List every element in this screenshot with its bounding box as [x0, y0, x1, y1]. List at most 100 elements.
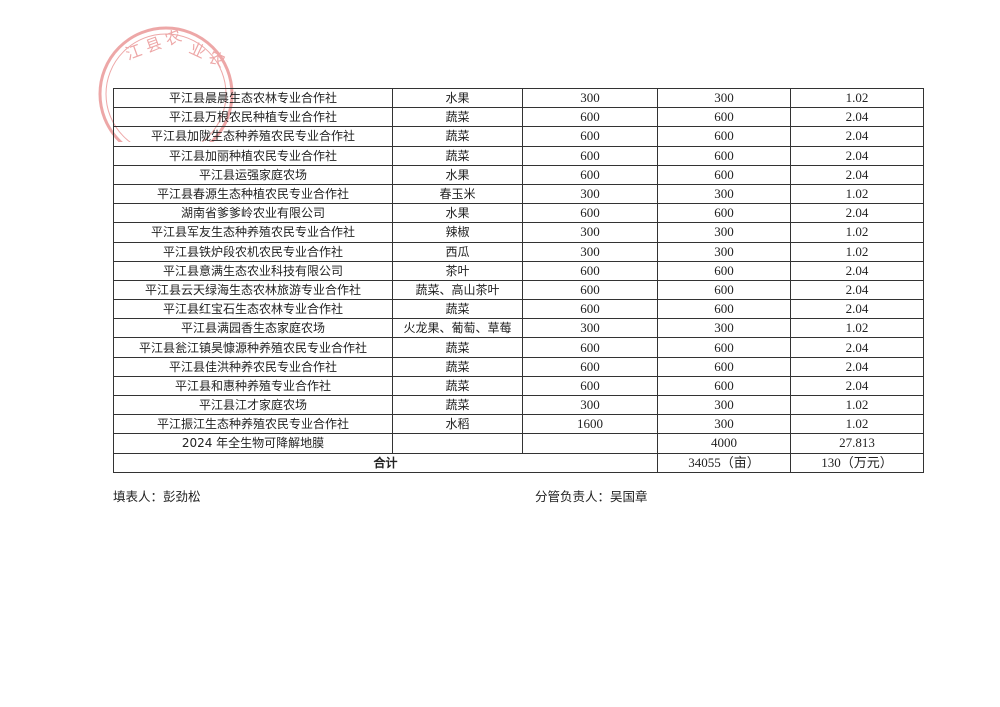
total-label: 合计 — [113, 452, 658, 473]
cooperative-name: 平江县春源生态种植农民专业合作社 — [113, 183, 393, 205]
area-approved: 300 — [657, 318, 791, 339]
svg-text:江 县 农: 江 县 农 — [123, 26, 184, 64]
crop: 茶叶 — [392, 260, 523, 281]
table-row: 平江县晨晨生态农林专业合作社 水果 300 300 1.02 — [113, 87, 924, 109]
area-approved: 4000 — [657, 433, 791, 454]
crop: 火龙果、葡萄、草莓 — [392, 318, 523, 339]
filler-label: 填表人：彭劲松 — [113, 489, 201, 504]
area-approved: 600 — [657, 279, 791, 301]
area-applied: 300 — [522, 394, 658, 416]
table-row: 湖南省爹爹岭农业有限公司 水果 600 600 2.04 — [113, 203, 924, 224]
table-row: 平江县意满生态农业科技有限公司 茶叶 600 600 2.04 — [113, 260, 924, 281]
table-row: 2024 年全生物可降解地膜 4000 27.813 — [113, 433, 924, 454]
area-applied: 600 — [522, 375, 658, 397]
subsidy-amount: 2.04 — [790, 375, 924, 397]
crop: 水果 — [392, 164, 523, 185]
area-applied — [522, 433, 658, 454]
subsidy-amount: 1.02 — [790, 414, 924, 435]
cooperative-name: 平江县加陇生态种养殖农民专业合作社 — [113, 126, 393, 147]
subsidy-amount: 2.04 — [790, 356, 924, 377]
table-row: 平江县万根农民种植专业合作社 蔬菜 600 600 2.04 — [113, 107, 924, 128]
area-approved: 600 — [657, 299, 791, 320]
crop: 辣椒 — [392, 222, 523, 243]
cooperative-name: 平江县晨晨生态农林专业合作社 — [113, 87, 393, 109]
area-applied: 600 — [522, 337, 658, 358]
crop: 西瓜 — [392, 241, 523, 262]
table-row: 平江县瓮江镇昊慷源种养殖农民专业合作社 蔬菜 600 600 2.04 — [113, 337, 924, 358]
cooperative-name: 平江县运强家庭农场 — [113, 164, 393, 185]
subsidy-amount: 1.02 — [790, 241, 924, 262]
cooperative-name: 平江县佳洪种养农民专业合作社 — [113, 356, 393, 377]
area-applied: 600 — [522, 260, 658, 281]
total-amount: 130（万元） — [790, 452, 924, 473]
area-approved: 600 — [657, 260, 791, 281]
crop: 春玉米 — [392, 183, 523, 205]
cooperative-name: 平江县红宝石生态农林专业合作社 — [113, 299, 393, 320]
area-approved: 600 — [657, 375, 791, 397]
area-applied: 600 — [522, 203, 658, 224]
area-applied: 600 — [522, 107, 658, 128]
area-applied: 600 — [522, 126, 658, 147]
total-row: 合计 34055（亩） 130（万元） — [113, 452, 924, 473]
area-applied: 300 — [522, 183, 658, 205]
svg-text:业 农: 业 农 — [186, 38, 228, 71]
table-row: 平江县军友生态种养殖农民专业合作社 辣椒 300 300 1.02 — [113, 222, 924, 243]
table-row: 平江县红宝石生态农林专业合作社 蔬菜 600 600 2.04 — [113, 299, 924, 320]
cooperative-name: 平江县万根农民种植专业合作社 — [113, 107, 393, 128]
subsidy-amount: 1.02 — [790, 222, 924, 243]
subsidy-amount: 2.04 — [790, 279, 924, 301]
supervisor-label: 分管负责人：吴国章 — [535, 489, 648, 504]
total-area: 34055（亩） — [657, 452, 791, 473]
subsidy-amount: 1.02 — [790, 183, 924, 205]
area-approved: 600 — [657, 337, 791, 358]
crop: 蔬菜 — [392, 126, 523, 147]
area-applied: 600 — [522, 299, 658, 320]
crop: 蔬菜、高山茶叶 — [392, 279, 523, 301]
cooperative-name: 平江县军友生态种养殖农民专业合作社 — [113, 222, 393, 243]
cooperative-name: 平江县意满生态农业科技有限公司 — [113, 260, 393, 281]
table-row: 平江县满园香生态家庭农场 火龙果、葡萄、草莓 300 300 1.02 — [113, 318, 924, 339]
area-approved: 600 — [657, 145, 791, 166]
subsidy-amount: 2.04 — [790, 260, 924, 281]
table-row: 平江县云天绿海生态农林旅游专业合作社 蔬菜、高山茶叶 600 600 2.04 — [113, 279, 924, 301]
area-applied: 600 — [522, 145, 658, 166]
crop: 水稻 — [392, 414, 523, 435]
subsidy-table: 平江县晨晨生态农林专业合作社 水果 300 300 1.02 平江县万根农民种植专业合作社… — [113, 87, 924, 473]
area-applied: 600 — [522, 279, 658, 301]
area-applied: 600 — [522, 356, 658, 377]
area-approved: 300 — [657, 183, 791, 205]
cooperative-name: 湖南省爹爹岭农业有限公司 — [113, 203, 393, 224]
table-row: 平江县运强家庭农场 水果 600 600 2.04 — [113, 164, 924, 185]
cooperative-name: 平江县云天绿海生态农林旅游专业合作社 — [113, 279, 393, 301]
area-approved: 300 — [657, 414, 791, 435]
table-row: 平江县和惠种养殖专业合作社 蔬菜 600 600 2.04 — [113, 375, 924, 397]
cooperative-name: 平江县江才家庭农场 — [113, 394, 393, 416]
crop: 蔬菜 — [392, 337, 523, 358]
area-applied: 300 — [522, 87, 658, 109]
crop: 蔬菜 — [392, 299, 523, 320]
table-row: 平江振江生态种养殖农民专业合作社 水稻 1600 300 1.02 — [113, 414, 924, 435]
crop: 蔬菜 — [392, 145, 523, 166]
area-approved: 600 — [657, 164, 791, 185]
area-approved: 600 — [657, 107, 791, 128]
subsidy-amount: 2.04 — [790, 126, 924, 147]
cooperative-name: 平江县铁炉段农机农民专业合作社 — [113, 241, 393, 262]
crop: 蔬菜 — [392, 356, 523, 377]
crop — [392, 433, 523, 454]
area-applied: 300 — [522, 318, 658, 339]
table-row: 平江县加丽种植农民专业合作社 蔬菜 600 600 2.04 — [113, 145, 924, 166]
cooperative-name: 2024 年全生物可降解地膜 — [113, 433, 393, 454]
area-applied: 1600 — [522, 414, 658, 435]
cooperative-name: 平江县加丽种植农民专业合作社 — [113, 145, 393, 166]
subsidy-amount: 2.04 — [790, 203, 924, 224]
crop: 水果 — [392, 203, 523, 224]
subsidy-amount: 2.04 — [790, 164, 924, 185]
area-approved: 300 — [657, 222, 791, 243]
cooperative-name: 平江振江生态种养殖农民专业合作社 — [113, 414, 393, 435]
area-approved: 600 — [657, 126, 791, 147]
cooperative-name: 平江县和惠种养殖专业合作社 — [113, 375, 393, 397]
area-approved: 300 — [657, 241, 791, 262]
subsidy-amount: 1.02 — [790, 87, 924, 109]
crop: 蔬菜 — [392, 375, 523, 397]
area-approved: 600 — [657, 203, 791, 224]
